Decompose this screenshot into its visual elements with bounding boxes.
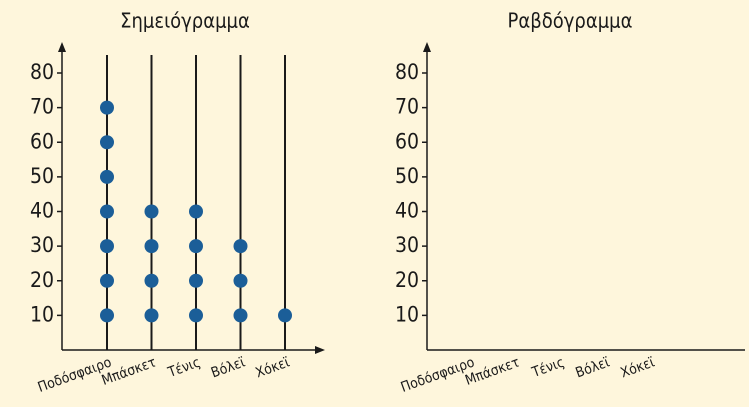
dot: [100, 273, 114, 288]
dot: [189, 204, 203, 219]
y-tick-label: 60: [395, 129, 419, 153]
dot: [144, 273, 159, 288]
y-tick-label: 10: [30, 302, 54, 326]
y-tick-label: 50: [30, 164, 54, 188]
dot: [100, 239, 114, 254]
chart-title: Σημειόγραμμα: [120, 9, 250, 33]
dot: [189, 239, 203, 254]
dot: [100, 135, 114, 150]
y-tick-label: 30: [395, 233, 419, 257]
y-tick-label: 60: [30, 129, 54, 153]
y-tick-label: 10: [395, 302, 419, 326]
dot: [144, 308, 159, 323]
dot: [144, 204, 159, 219]
dot: [100, 100, 114, 115]
y-tick-label: 80: [30, 60, 54, 84]
dot: [144, 239, 159, 254]
x-axis-arrow: [315, 346, 325, 354]
dot: [233, 273, 248, 288]
dot: [233, 239, 248, 254]
y-tick-label: 30: [30, 233, 54, 257]
dot: [278, 308, 292, 323]
y-tick-label: 20: [30, 268, 54, 292]
dot: [189, 308, 203, 323]
y-tick-label: 20: [395, 268, 419, 292]
y-axis-arrow: [423, 42, 431, 52]
dot: [100, 169, 114, 184]
y-axis-arrow: [58, 42, 66, 52]
y-tick-label: 70: [30, 95, 54, 119]
dot: [189, 273, 203, 288]
y-tick-label: 50: [395, 164, 419, 188]
chart-title: Ραβδόγραμμα: [508, 9, 633, 33]
dot: [100, 308, 114, 323]
dot: [233, 308, 248, 323]
y-tick-label: 70: [395, 95, 419, 119]
y-tick-label: 40: [30, 199, 54, 223]
y-tick-label: 80: [395, 60, 419, 84]
y-tick-label: 40: [395, 199, 419, 223]
dot: [100, 204, 114, 219]
